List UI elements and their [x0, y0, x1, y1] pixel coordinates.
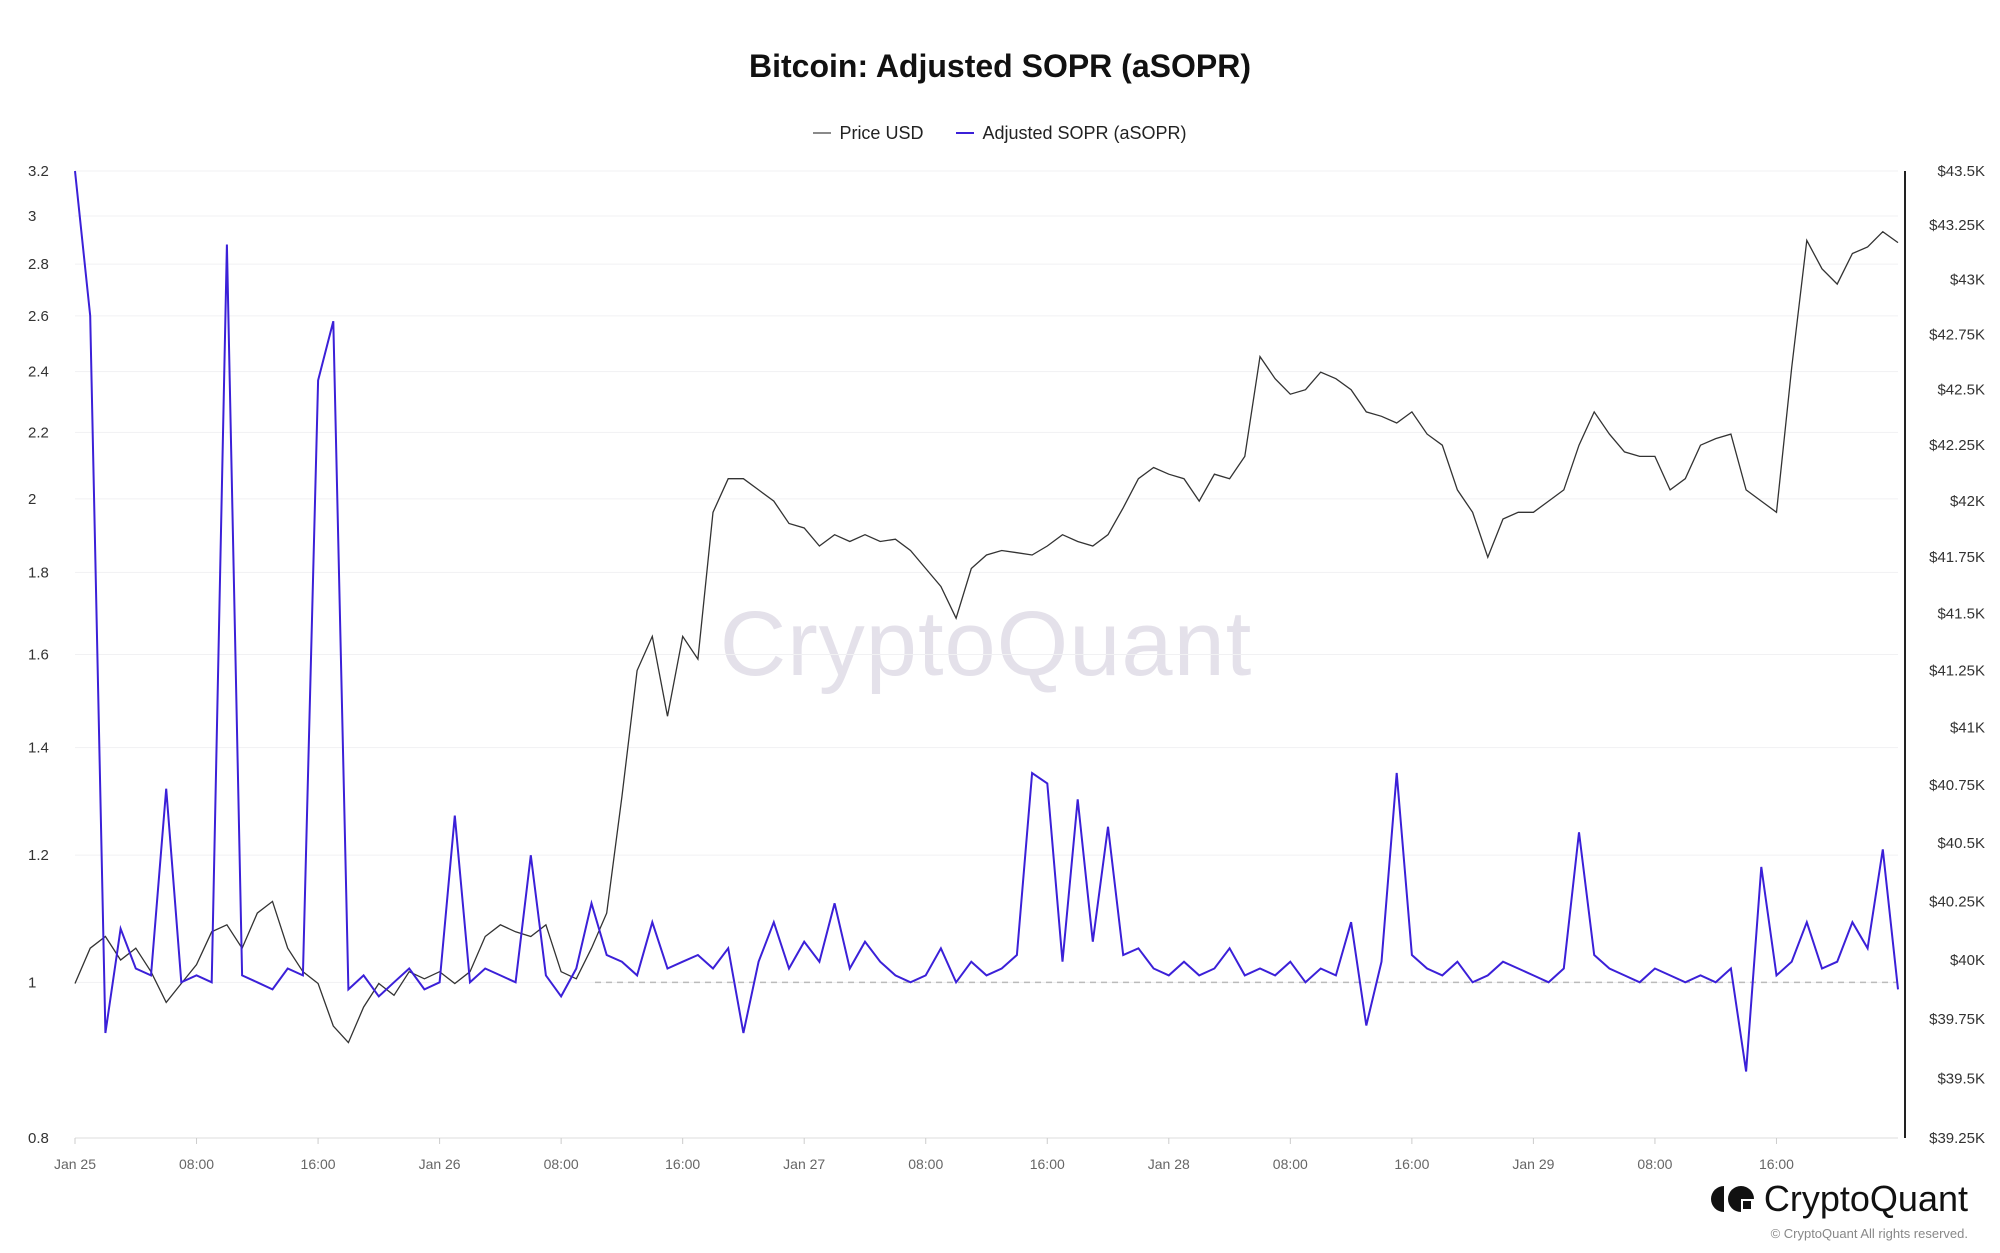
right-axis: $39.25K $39.5K $39.75K $40K $40.25K $40.5K $40… — [1904, 163, 1985, 1147]
right-tick-label: $39.5K — [1937, 1070, 1985, 1087]
price-usd-line — [74, 230, 1899, 1044]
cryptoquant-logo: CryptoQuant — [1710, 1178, 1968, 1220]
grid — [75, 170, 1898, 1139]
watermark: CryptoQuant — [719, 593, 1253, 695]
x-tick-label: 08:00 — [908, 1156, 943, 1172]
left-tick-label: 1.2 — [28, 847, 49, 864]
x-tick-label: Jan 26 — [419, 1156, 461, 1172]
x-tick-label: 16:00 — [1394, 1156, 1429, 1172]
x-tick-label: 16:00 — [1030, 1156, 1065, 1172]
left-tick-label: 2.2 — [28, 424, 49, 441]
left-tick-label: 3 — [28, 208, 36, 225]
x-tick-label: Jan 25 — [54, 1156, 96, 1172]
right-tick-label: $39.25K — [1929, 1130, 1985, 1147]
left-tick-label: 1.4 — [28, 740, 49, 757]
legend-item-price[interactable]: Price USD — [813, 123, 923, 144]
right-tick-label: $41.5K — [1937, 606, 1985, 623]
left-tick-label: 0.8 — [28, 1130, 49, 1147]
right-tick-label: $41.75K — [1929, 549, 1985, 566]
left-tick-label: 3.2 — [28, 163, 49, 180]
right-tick-label: $42.5K — [1937, 382, 1985, 399]
asopr-line — [74, 170, 1899, 1072]
right-tick-label: $43.25K — [1929, 217, 1985, 234]
x-tick-label: 16:00 — [665, 1156, 700, 1172]
asopr-swatch — [956, 132, 975, 134]
right-tick-label: $40.5K — [1937, 835, 1985, 852]
right-tick-label: $43K — [1950, 272, 1985, 289]
logo-text: CryptoQuant — [1763, 1178, 1968, 1219]
right-tick-label: $42.25K — [1929, 437, 1985, 454]
x-tick-label: Jan 27 — [783, 1156, 825, 1172]
x-tick-label: Jan 29 — [1512, 1156, 1554, 1172]
right-tick-label: $43.5K — [1937, 163, 1985, 180]
right-tick-label: $42K — [1950, 493, 1985, 510]
x-tick-label: 08:00 — [1637, 1156, 1672, 1172]
legend: Price USD Adjusted SOPR (aSOPR) — [0, 118, 2000, 144]
x-tick-label: 08:00 — [544, 1156, 579, 1172]
right-tick-label: $42.75K — [1929, 327, 1985, 344]
x-tick-label: 16:00 — [1759, 1156, 1794, 1172]
right-tick-label: $39.75K — [1929, 1011, 1985, 1028]
left-tick-label: 2.8 — [28, 256, 49, 273]
x-axis: Jan 25 08:00 16:00 Jan 26 08:00 16:00 Jan 27 08… — [54, 1137, 1898, 1172]
legend-label: Adjusted SOPR (aSOPR) — [982, 122, 1187, 143]
right-tick-label: $41K — [1950, 720, 1985, 737]
copyright: © CryptoQuant All rights reserved. — [1770, 1226, 1968, 1241]
x-tick-label: Jan 28 — [1148, 1156, 1190, 1172]
left-tick-label: 2.6 — [28, 308, 49, 325]
right-tick-label: $40.25K — [1929, 893, 1985, 910]
legend-label: Price USD — [839, 122, 924, 143]
left-tick-label: 2.4 — [28, 364, 49, 381]
right-tick-label: $41.25K — [1929, 663, 1985, 680]
x-tick-label: 08:00 — [1273, 1156, 1308, 1172]
left-tick-label: 1.8 — [28, 564, 49, 581]
left-axis: 0.8 1 1.2 1.4 1.6 1.8 2 2.2 2.4 2.6 2.8 3 3.2 — [28, 163, 49, 1147]
right-tick-label: $40.75K — [1929, 777, 1985, 794]
price-swatch — [813, 132, 832, 134]
x-tick-label: 08:00 — [179, 1156, 214, 1172]
x-tick-label: 16:00 — [301, 1156, 336, 1172]
chart-title: Bitcoin: Adjusted SOPR (aSOPR) — [749, 48, 1251, 84]
left-tick-label: 1 — [28, 974, 36, 991]
right-tick-label: $40K — [1950, 952, 1985, 969]
left-tick-label: 2 — [28, 491, 36, 508]
left-tick-label: 1.6 — [28, 647, 49, 664]
cryptoquant-logo-icon — [1710, 1186, 1755, 1213]
legend-item-asopr[interactable]: Adjusted SOPR (aSOPR) — [956, 122, 1187, 144]
